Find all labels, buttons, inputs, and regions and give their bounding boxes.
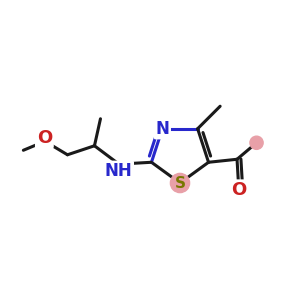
Text: N: N [155,120,169,138]
Text: O: O [37,129,52,147]
Circle shape [250,136,263,149]
Text: NH: NH [105,162,132,180]
Text: S: S [175,176,185,190]
Text: O: O [231,181,246,199]
Circle shape [170,173,190,193]
